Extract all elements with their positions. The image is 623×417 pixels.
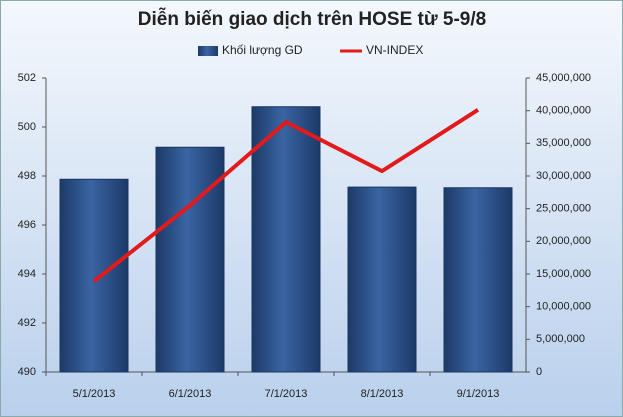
bar (347, 186, 417, 373)
y2-tick-label: 10,000,000 (536, 301, 591, 313)
y2-tick-label: 20,000,000 (536, 235, 591, 247)
x-tick-label: 7/1/2013 (265, 388, 308, 400)
y-tick-label: 500 (18, 121, 36, 133)
chart-title: Diễn biến giao dịch trên HOSE từ 5-9/8 (138, 8, 486, 30)
line (92, 108, 480, 283)
y2-tick-label: 25,000,000 (536, 203, 591, 215)
y-tick-label: 494 (18, 268, 36, 280)
y2-tick-label: 15,000,000 (536, 268, 591, 280)
x-tick-label: 9/1/2013 (457, 388, 500, 400)
y2-tick-label: 35,000,000 (536, 137, 591, 149)
legend-label: VN-INDEX (366, 43, 423, 57)
x-tick-label: 6/1/2013 (169, 388, 212, 400)
legend: Khối lượng GD VN-INDEX (198, 43, 423, 57)
y2-tick-label: 45,000,000 (536, 72, 591, 84)
y2-tick-label: 0 (536, 366, 542, 378)
bar (59, 178, 129, 373)
y-tick-label: 490 (18, 366, 36, 378)
y2-tick-label: 40,000,000 (536, 105, 591, 117)
y-tick-label: 498 (18, 170, 36, 182)
legend-swatch (198, 46, 218, 56)
x-tick-label: 8/1/2013 (361, 388, 404, 400)
x-tick-label: 5/1/2013 (73, 388, 116, 400)
bar (155, 146, 225, 373)
legend-label: Khối lượng GD (222, 43, 303, 57)
bar (251, 106, 321, 373)
y-tick-label: 492 (18, 317, 36, 329)
y2-tick-label: 30,000,000 (536, 170, 591, 182)
bar (443, 187, 513, 373)
y-tick-label: 496 (18, 219, 36, 231)
y-tick-label: 502 (18, 72, 36, 84)
y2-tick-label: 5,000,000 (536, 333, 585, 345)
